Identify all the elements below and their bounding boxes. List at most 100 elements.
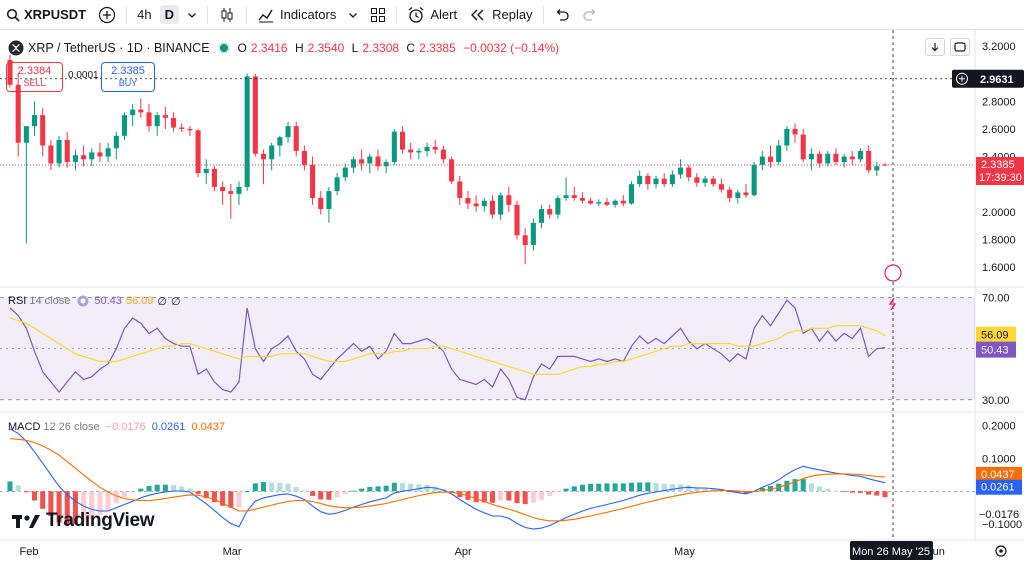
interval-d[interactable]: D bbox=[158, 0, 181, 30]
macd-histogram-bar bbox=[318, 491, 324, 500]
macd-tick-label: 0.1000 bbox=[982, 453, 1016, 465]
macd-histogram-bar bbox=[211, 491, 217, 503]
macd-histogram-bar bbox=[874, 491, 880, 496]
candle-body bbox=[710, 178, 716, 185]
candle bbox=[416, 148, 422, 160]
spread-value: 0.0001 bbox=[68, 70, 99, 81]
candle bbox=[89, 148, 95, 167]
candle bbox=[195, 128, 201, 178]
rsi-label: RSI bbox=[8, 295, 27, 307]
top-toolbar: XRPUSDT 4h D Indicators bbox=[0, 0, 1024, 30]
undo-button[interactable] bbox=[548, 0, 576, 30]
rsi-settings-icon[interactable] bbox=[76, 294, 90, 308]
gear-inner bbox=[999, 549, 1003, 553]
candle-body bbox=[792, 128, 798, 135]
gear-outer bbox=[995, 545, 1007, 557]
interval-dropdown[interactable] bbox=[181, 0, 203, 30]
candle-body bbox=[767, 156, 774, 163]
candle bbox=[825, 151, 831, 167]
buy-button[interactable]: 2.3385 BUY bbox=[101, 62, 155, 92]
macd-histogram-bar bbox=[293, 487, 299, 492]
candle-body bbox=[620, 200, 626, 204]
candle-body bbox=[653, 178, 659, 185]
rsi-empty-2: ∅ bbox=[170, 295, 181, 308]
candle bbox=[506, 186, 512, 212]
replay-button[interactable]: Replay bbox=[463, 0, 538, 30]
candle-body bbox=[342, 167, 348, 178]
sell-button[interactable]: 2.3384 SELL bbox=[6, 62, 63, 92]
macd-histogram-bar bbox=[808, 483, 814, 492]
candle-body bbox=[841, 156, 847, 163]
candle-body bbox=[310, 164, 316, 198]
time-tick-label: Apr bbox=[455, 546, 472, 558]
macd-histogram-bar bbox=[432, 486, 438, 492]
candle bbox=[31, 101, 38, 136]
macd-histogram-bar bbox=[694, 487, 700, 492]
macd-histogram-bar bbox=[588, 483, 594, 492]
chart-type-button[interactable] bbox=[212, 0, 242, 30]
candle-body bbox=[367, 156, 373, 164]
candle bbox=[841, 153, 847, 168]
indicators-dropdown[interactable] bbox=[342, 0, 364, 30]
macd-histogram-bar bbox=[138, 488, 144, 492]
candle bbox=[179, 123, 185, 132]
candle-body bbox=[56, 139, 62, 164]
candle bbox=[637, 170, 643, 187]
macd-histogram-bar bbox=[31, 491, 38, 501]
redo-button[interactable] bbox=[576, 0, 604, 30]
candle bbox=[800, 128, 806, 163]
candle bbox=[449, 156, 455, 185]
candle-body bbox=[252, 76, 258, 154]
candle-body bbox=[637, 175, 643, 185]
chart-title: XRP / TetherUS · 1D · BINANCE bbox=[28, 41, 210, 55]
macd-histogram-bar bbox=[841, 491, 847, 493]
sell-label: SELL bbox=[23, 78, 46, 88]
signal-axis-label: 0.0437 bbox=[976, 466, 1022, 482]
candle bbox=[735, 189, 741, 204]
fullscreen-icon bbox=[954, 42, 966, 52]
candle bbox=[514, 200, 520, 240]
rsi-ma-line bbox=[9, 317, 886, 375]
undo-icon bbox=[554, 8, 570, 22]
candle-body bbox=[383, 162, 389, 167]
chevron-down-icon bbox=[187, 10, 197, 20]
candle-body bbox=[514, 204, 520, 236]
macd-histogram-bar bbox=[203, 491, 209, 499]
candle-body bbox=[236, 186, 242, 194]
time-tick-label: Feb bbox=[20, 546, 39, 558]
macd-histogram-bar bbox=[767, 486, 774, 492]
signal-axis-bg bbox=[976, 466, 1022, 482]
candle-body bbox=[481, 200, 487, 207]
indicators-button[interactable]: Indicators bbox=[251, 0, 342, 30]
candle bbox=[718, 178, 724, 193]
candle bbox=[678, 159, 684, 179]
candle-body bbox=[628, 184, 635, 204]
candle bbox=[211, 166, 217, 192]
candle bbox=[113, 131, 119, 160]
symbol-search[interactable]: XRPUSDT bbox=[0, 0, 92, 30]
candle bbox=[604, 197, 610, 207]
candle bbox=[857, 148, 864, 163]
candle-body bbox=[432, 146, 438, 150]
chart-canvas[interactable]: 3.20002.80002.60002.40002.00001.80001.60… bbox=[0, 30, 1024, 562]
fullscreen-button[interactable] bbox=[950, 38, 970, 56]
layouts-button[interactable] bbox=[364, 0, 392, 30]
interval-4h[interactable]: 4h bbox=[137, 7, 152, 22]
rsi-axis-text: 50.43 bbox=[981, 345, 1009, 357]
candle-body bbox=[399, 131, 406, 150]
candle bbox=[767, 145, 774, 168]
candle bbox=[686, 164, 692, 182]
macd-histogram-bar bbox=[334, 491, 340, 498]
scroll-down-button[interactable] bbox=[925, 38, 945, 56]
candle-body bbox=[547, 209, 553, 215]
ohlc-l-label: L bbox=[351, 41, 359, 55]
candle-body bbox=[391, 131, 397, 163]
price-tick-label: 2.8000 bbox=[982, 96, 1016, 108]
time-tick-label: Mar bbox=[223, 546, 242, 558]
candle bbox=[138, 98, 144, 118]
alert-button[interactable]: Alert bbox=[401, 0, 463, 30]
buy-price: 2.3385 bbox=[111, 65, 145, 77]
compare-button[interactable] bbox=[92, 0, 122, 30]
ohlc-close: 2.3385 bbox=[419, 41, 456, 55]
